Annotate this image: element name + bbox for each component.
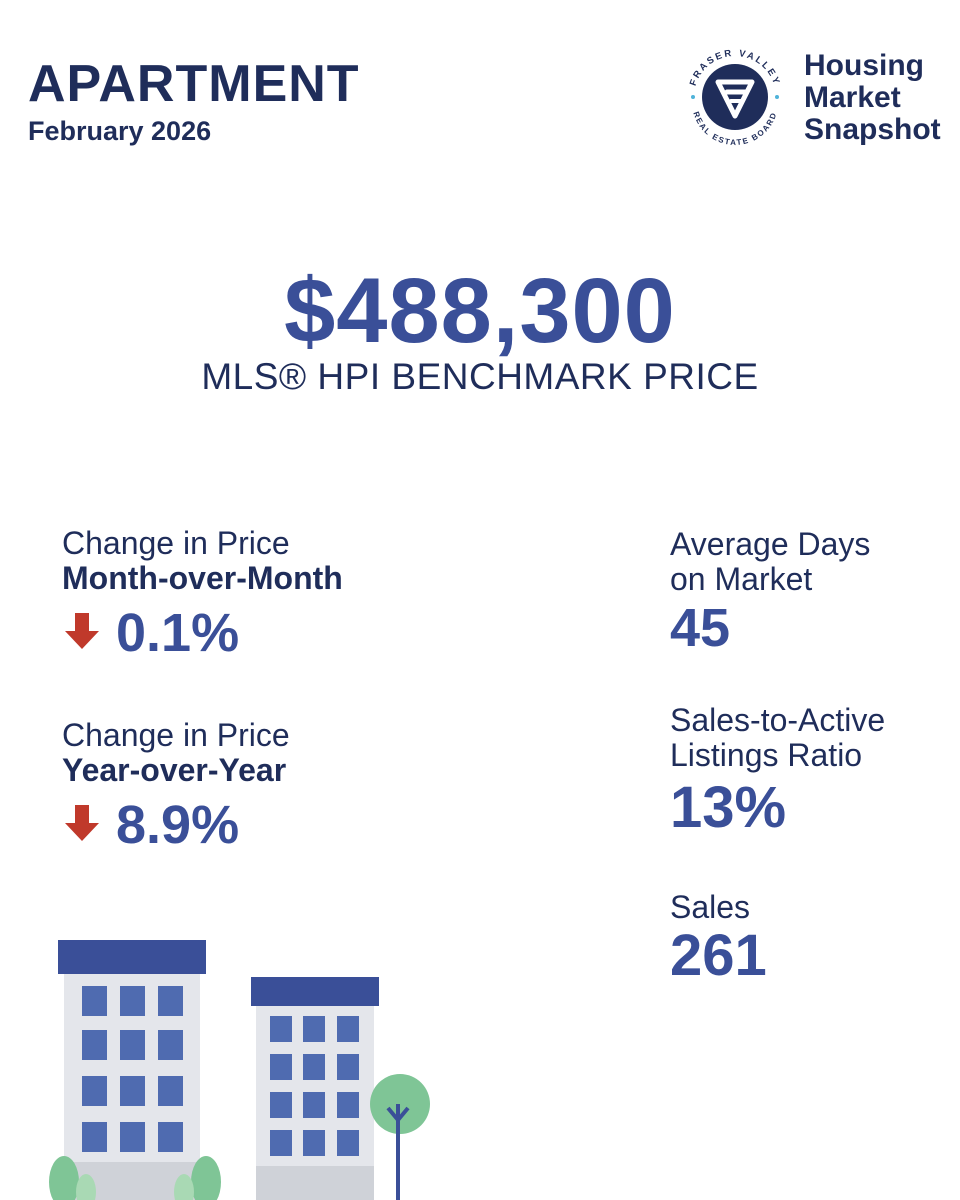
fvreb-logo-icon: FRASER VALLEY REAL ESTATE BOARD bbox=[683, 45, 787, 149]
yoy-value-row: 8.9% bbox=[62, 798, 290, 852]
mom-label-line2: Month-over-Month bbox=[62, 560, 343, 596]
benchmark-price-label: MLS® HPI BENCHMARK PRICE bbox=[201, 356, 759, 397]
report-period: February 2026 bbox=[28, 116, 212, 146]
sal-ratio-label: Sales-to-Active Listings Ratio bbox=[670, 703, 885, 773]
benchmark-price: $488,300 bbox=[284, 260, 676, 362]
page-title: APARTMENT bbox=[28, 55, 360, 113]
yoy-label-line2: Year-over-Year bbox=[62, 752, 287, 788]
mom-label: Change in Price Month-over-Month bbox=[62, 526, 343, 596]
dom-label-line2: on Market bbox=[670, 561, 813, 597]
mom-value-row: 0.1% bbox=[62, 606, 343, 660]
sal-ratio-label-line2: Listings Ratio bbox=[670, 737, 863, 773]
down-arrow-icon bbox=[65, 612, 99, 649]
yoy-label: Change in Price Year-over-Year bbox=[62, 718, 290, 788]
sales-value: 261 bbox=[670, 923, 767, 988]
yoy-label-line1: Change in Price bbox=[62, 717, 290, 753]
dom-label-line1: Average Days bbox=[670, 526, 871, 562]
tree-icon bbox=[370, 1074, 430, 1200]
sal-ratio-value: 13% bbox=[670, 775, 787, 840]
dom-stat: Average Days on Market 45 bbox=[670, 527, 870, 658]
mom-stat: Change in Price Month-over-Month 0.1% bbox=[62, 526, 343, 661]
yoy-stat: Change in Price Year-over-Year 8.9% bbox=[62, 718, 290, 853]
mom-value: 0.1% bbox=[116, 603, 240, 663]
mom-label-line1: Change in Price bbox=[62, 525, 290, 561]
yoy-value: 8.9% bbox=[116, 795, 240, 855]
apartment-buildings-illustration bbox=[49, 940, 430, 1200]
brand-line-housing: Housing bbox=[804, 49, 924, 82]
down-arrow-icon bbox=[65, 804, 99, 841]
apartment-building-icon bbox=[251, 977, 379, 1200]
bush-icon bbox=[49, 1156, 221, 1200]
dom-value: 45 bbox=[670, 598, 731, 658]
brand-line-market: Market bbox=[804, 81, 901, 114]
brand-title: Housing Market Snapshot bbox=[804, 50, 941, 146]
sales-stat: Sales 261 bbox=[670, 890, 767, 985]
sal-ratio-label-line1: Sales-to-Active bbox=[670, 702, 886, 738]
brand-line-snapshot: Snapshot bbox=[804, 113, 941, 146]
sal-ratio-stat: Sales-to-Active Listings Ratio 13% bbox=[670, 703, 885, 837]
sales-label: Sales bbox=[670, 889, 751, 925]
apartment-building-icon bbox=[58, 940, 206, 1200]
dom-label: Average Days on Market bbox=[670, 527, 870, 597]
